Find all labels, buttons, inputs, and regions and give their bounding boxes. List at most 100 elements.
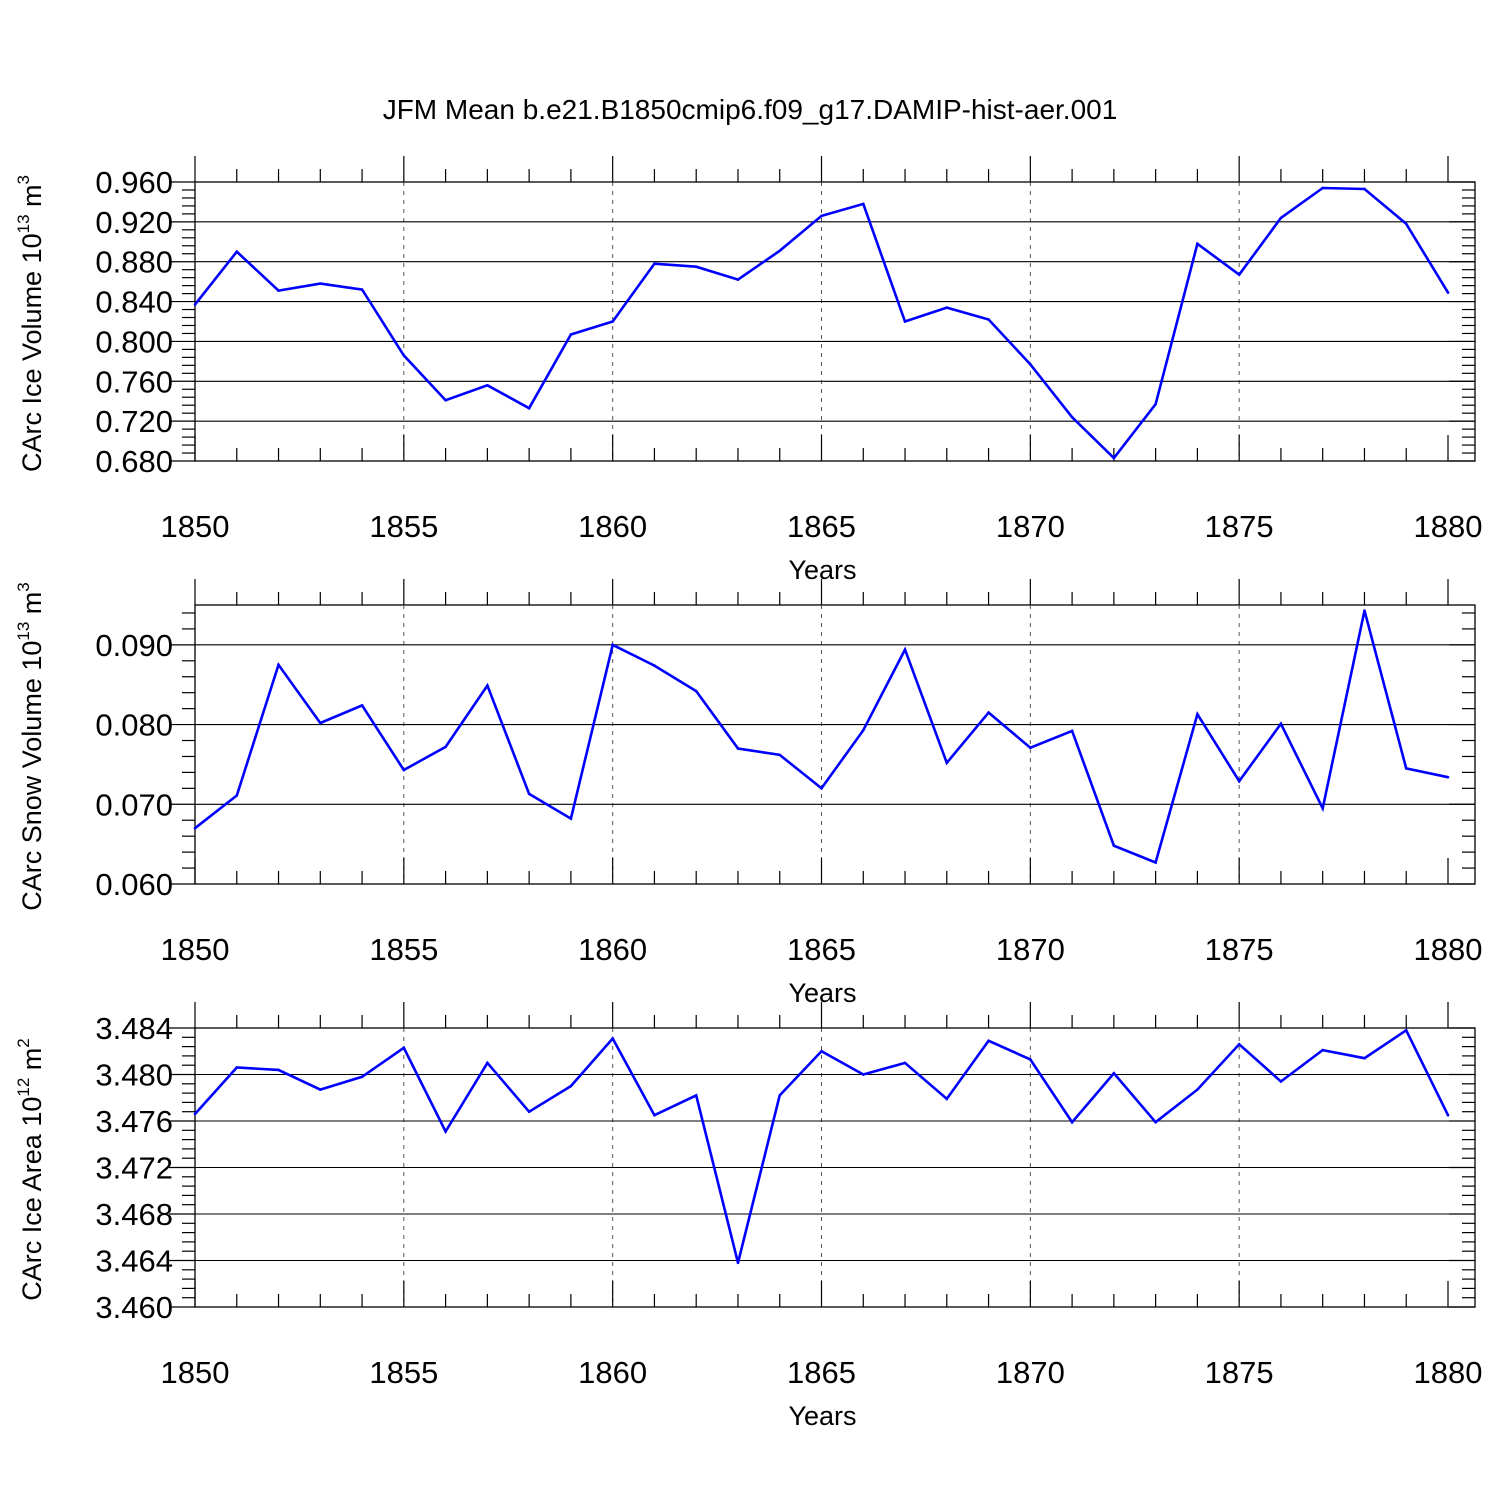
data-point (653, 664, 656, 667)
data-point (1154, 402, 1157, 406)
data-point (1196, 1088, 1199, 1091)
y-tick-label: 0.060 (95, 867, 173, 902)
y-axis-label: CArc Ice Area 1012 m2 (14, 1038, 47, 1301)
data-point (1154, 861, 1157, 864)
y-tick-label: 0.070 (95, 787, 173, 822)
x-tick-label: 1870 (996, 932, 1065, 967)
data-point (1237, 779, 1241, 783)
x-tick-label: 1855 (369, 1355, 438, 1390)
data-point (987, 318, 990, 321)
data-point (235, 250, 239, 254)
data-point (444, 745, 447, 749)
data-point (1446, 775, 1450, 779)
data-point (1321, 186, 1324, 190)
y-tick-label: 0.760 (95, 364, 173, 399)
data-point (1112, 844, 1116, 848)
x-tick-label: 1880 (1414, 1355, 1483, 1390)
x-tick-label: 1850 (161, 509, 230, 544)
data-point (277, 289, 280, 292)
data-point (235, 1066, 239, 1069)
data-point (319, 282, 322, 285)
y-tick-label: 0.080 (95, 708, 173, 743)
data-point (736, 278, 740, 281)
x-tick-label: 1860 (578, 509, 647, 544)
x-tick-label: 1875 (1205, 932, 1274, 967)
data-point (694, 689, 698, 693)
data-point (861, 728, 865, 732)
data-point (1279, 722, 1283, 726)
data-point (1070, 1120, 1074, 1124)
data-point (1363, 609, 1366, 612)
data-point (736, 747, 740, 750)
data-point (1029, 363, 1032, 366)
y-axis-label: CArc Ice Volume 1013 m3 (14, 175, 47, 472)
data-point (486, 684, 489, 687)
data-point (694, 1094, 698, 1097)
y-tick-label: 3.464 (95, 1244, 173, 1279)
data-point (569, 817, 573, 820)
data-point (402, 768, 406, 772)
x-tick-label: 1855 (369, 932, 438, 967)
data-point (1321, 806, 1324, 810)
data-point (820, 787, 823, 790)
x-tick-label: 1850 (161, 1355, 230, 1390)
data-point (569, 333, 573, 336)
x-axis-label: Years (788, 555, 856, 585)
data-point (861, 1073, 865, 1076)
y-tick-label: 0.960 (95, 165, 173, 200)
data-point (319, 721, 322, 725)
data-point (360, 1075, 364, 1079)
data-point (820, 1049, 823, 1053)
data-point (444, 398, 447, 402)
x-axis-label: Years (788, 1401, 856, 1431)
data-point (1279, 1080, 1283, 1083)
data-point (1321, 1048, 1324, 1052)
x-tick-label: 1860 (578, 1355, 647, 1390)
data-point (1404, 1029, 1408, 1032)
panel-snow-volume: 1850 1855 1860 1865 1870 1875 1880 Years 0.060 0.… (14, 579, 1482, 1008)
data-point (1029, 1058, 1032, 1061)
x-tick-label: 1870 (996, 509, 1065, 544)
data-point (903, 320, 907, 323)
data-point (945, 761, 949, 765)
data-point (1237, 273, 1241, 276)
panel-ice-volume: 1850 1855 1860 1865 1870 1875 1880 Years 0.680 0.… (14, 156, 1482, 585)
data-point (1363, 187, 1366, 191)
data-point (987, 1039, 990, 1043)
data-point (945, 1097, 949, 1101)
data-point (1446, 291, 1450, 294)
plot-frame (194, 181, 1476, 462)
x-tick-label: 1865 (787, 1355, 856, 1390)
y-tick-label: 3.460 (95, 1290, 173, 1325)
data-point (1404, 767, 1408, 770)
x-tick-label: 1875 (1205, 1355, 1274, 1390)
data-point (360, 704, 364, 707)
x-tick-label: 1860 (578, 932, 647, 967)
data-point (778, 753, 782, 757)
data-point (903, 1061, 907, 1065)
data-point (1112, 456, 1116, 460)
data-point (1196, 712, 1199, 716)
data-point (987, 711, 990, 714)
data-point (235, 794, 239, 797)
data-point (527, 1110, 531, 1113)
data-point (569, 1084, 573, 1088)
data-point (486, 1061, 489, 1065)
data-point (360, 288, 364, 291)
y-tick-label: 0.800 (95, 324, 173, 359)
data-point (1154, 1120, 1157, 1124)
data-point (319, 1088, 322, 1091)
y-tick-label: 0.680 (95, 444, 173, 479)
y-tick-label: 0.880 (95, 245, 173, 280)
x-tick-label: 1850 (161, 932, 230, 967)
data-point (193, 1112, 197, 1116)
data-point (1070, 415, 1074, 419)
y-tick-label: 0.920 (95, 205, 173, 240)
data-point (277, 663, 280, 667)
data-point (193, 826, 197, 830)
data-point (611, 643, 614, 647)
data-point (945, 306, 949, 309)
x-tick-label: 1855 (369, 509, 438, 544)
y-tick-label: 3.476 (95, 1104, 173, 1139)
